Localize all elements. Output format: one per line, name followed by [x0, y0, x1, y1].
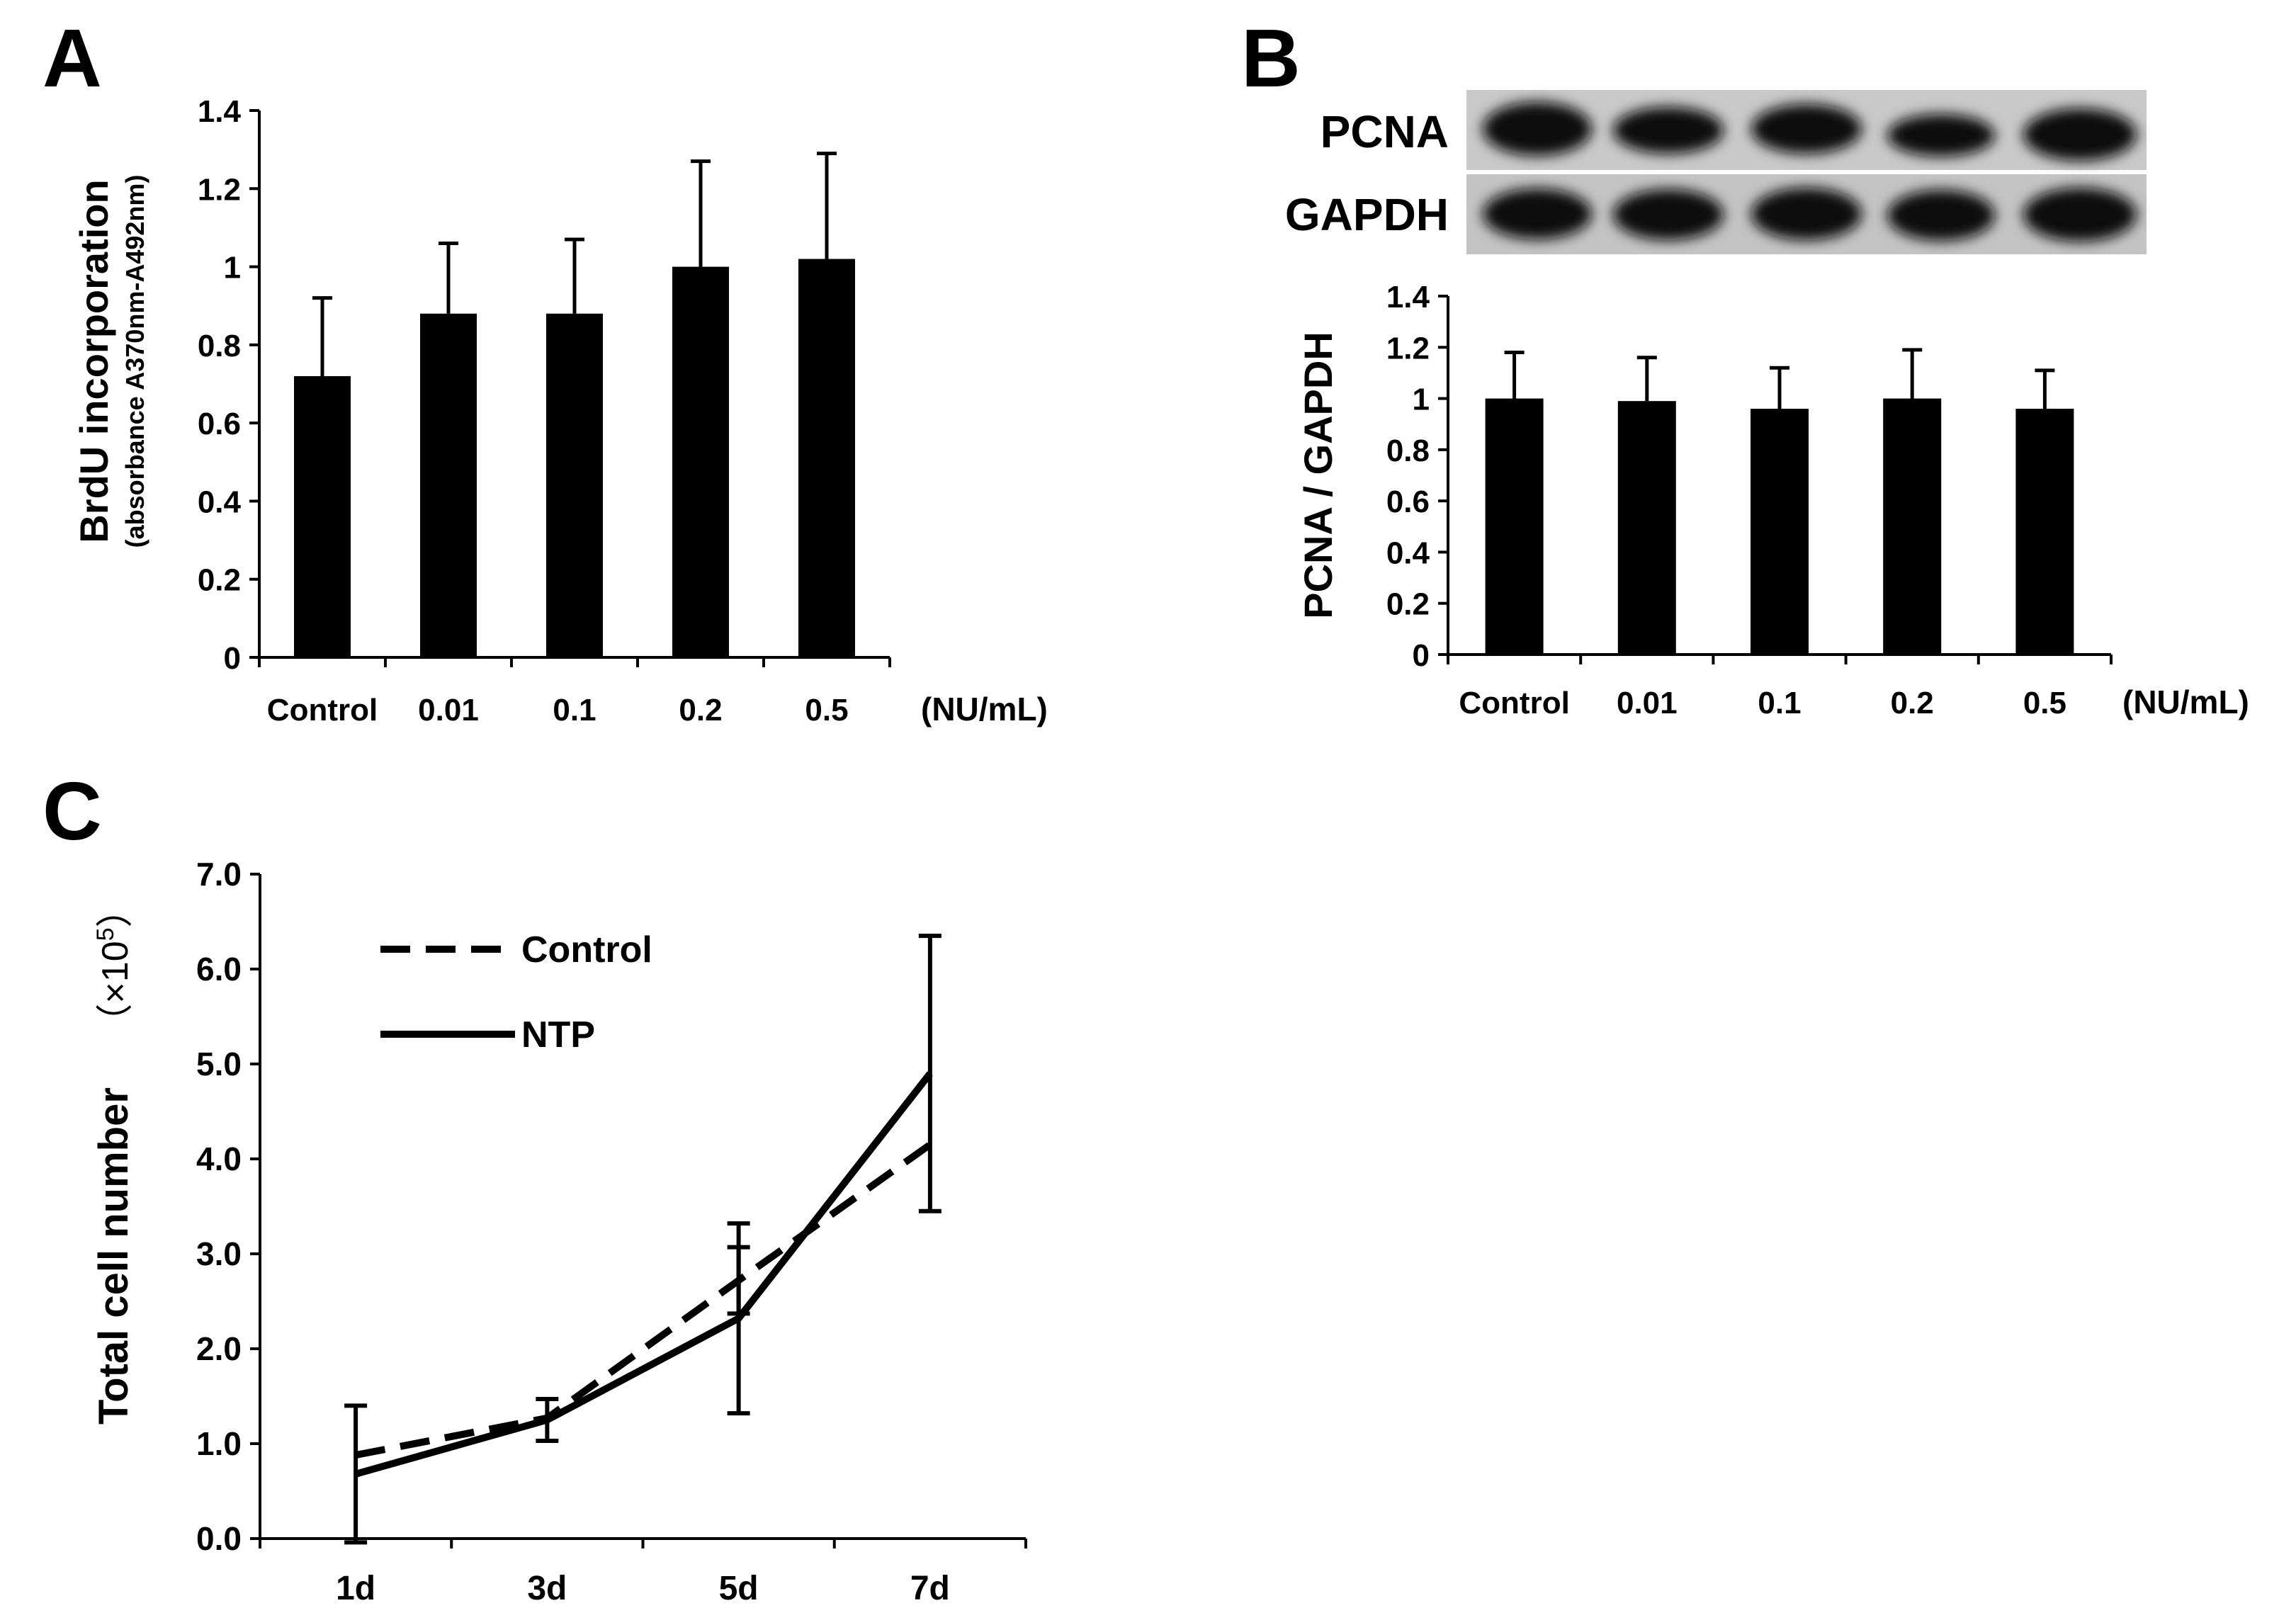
- chart-c-yunit-prefix: （×10: [95, 941, 136, 1040]
- chart-a-ylabel-sub: (absorbance A370nm-A492nm): [120, 175, 149, 548]
- chart-a-x-unit: (NU/mL): [921, 691, 1048, 727]
- chart-c-x-tick-label: 5d: [719, 1570, 759, 1607]
- chart-c-yunit-suffix: ）: [95, 890, 136, 927]
- chart-a-y-tick-label: 0.2: [198, 563, 241, 598]
- chart-c-x-tick-label: 3d: [527, 1570, 567, 1607]
- chart-c-y-tick-label: 4.0: [196, 1140, 242, 1177]
- chart-c-legend-label: Control: [521, 929, 652, 970]
- panel-c-label: C: [43, 765, 102, 857]
- chart-a: BrdU incorporation (absorbance A370nm-A4…: [72, 94, 1048, 727]
- chart-c-series-ntp-line: [354, 1071, 933, 1478]
- chart-b-y-tick-label: 0.2: [1386, 587, 1430, 622]
- chart-a-category-label: Control: [267, 693, 378, 727]
- pcna-band: [1483, 102, 1592, 156]
- chart-c-x-tick-label: 1d: [336, 1570, 375, 1607]
- chart-b: PCNA GAPDH PCNA / GAPDH (NU/mL) 0 0.2 0.4 0…: [1285, 90, 2249, 720]
- chart-c: Total cell number （×105） 0.0 1.0 2.0 3.0 4.0…: [91, 856, 1027, 1607]
- chart-c-y-tick-label: 0.0: [196, 1520, 242, 1557]
- chart-b-bar: [1617, 401, 1676, 655]
- chart-c-y-tick-label: 5.0: [196, 1046, 242, 1082]
- gapdh-band: [1483, 188, 1592, 239]
- panel-a-label: A: [43, 12, 102, 104]
- chart-b-y-tick-label: 0.4: [1386, 536, 1430, 570]
- chart-b-category-label: 0.01: [1617, 686, 1678, 720]
- chart-a-y-tick-label: 1.2: [198, 172, 241, 207]
- gapdh-band: [2023, 188, 2137, 242]
- chart-a-category-label: 0.5: [805, 693, 848, 727]
- chart-a-category-label: 0.1: [553, 693, 596, 727]
- gapdh-band: [1613, 189, 1724, 240]
- blot-label-pcna: PCNA: [1321, 106, 1449, 157]
- chart-a-category-label: 0.2: [679, 693, 722, 727]
- chart-a-y-tick-label: 0.4: [198, 485, 242, 519]
- chart-b-category-label: 0.2: [1891, 686, 1934, 720]
- chart-a-y-tick-label: 1.4: [198, 94, 242, 129]
- chart-c-yunit-exp: 5: [92, 927, 119, 941]
- pcna-band: [1887, 114, 1995, 157]
- chart-c-y-tick-label: 2.0: [196, 1330, 242, 1367]
- chart-c-yunit: （×105）: [92, 890, 136, 1040]
- panel-b-label: B: [1241, 12, 1301, 104]
- gapdh-band: [1887, 190, 1995, 241]
- chart-a-bar: [546, 313, 603, 657]
- chart-a-y-tick-label: 0.8: [198, 329, 241, 363]
- chart-b-y-tick-label: 0: [1413, 638, 1430, 673]
- chart-a-bar: [672, 266, 729, 658]
- chart-b-y-tick-label: 0.8: [1386, 434, 1430, 468]
- chart-b-y-tick-label: 0.6: [1386, 485, 1430, 519]
- blot-label-gapdh: GAPDH: [1285, 189, 1449, 240]
- chart-a-category-label: 0.01: [418, 693, 479, 727]
- chart-b-category-label: Control: [1459, 686, 1569, 720]
- chart-c-series-control-line: [355, 1141, 932, 1459]
- chart-a-y-tick-label: 1: [224, 251, 241, 285]
- chart-a-bar: [798, 259, 855, 657]
- chart-b-x-unit: (NU/mL): [2122, 684, 2249, 720]
- chart-b-y-tick-label: 1.2: [1386, 331, 1430, 366]
- chart-a-y-tick-label: 0: [224, 641, 241, 676]
- pcna-band: [1751, 104, 1862, 154]
- chart-c-y-tick-label: 7.0: [196, 856, 242, 893]
- chart-a-bar: [420, 313, 477, 657]
- chart-a-y-tick-label: 0.6: [198, 407, 241, 441]
- chart-b-category-label: 0.5: [2023, 686, 2066, 720]
- chart-b-category-label: 0.1: [1758, 686, 1801, 720]
- gapdh-band: [1751, 188, 1862, 240]
- chart-b-ylabel: PCNA / GAPDH: [1296, 332, 1340, 619]
- chart-a-bar: [294, 375, 351, 657]
- chart-b-bar: [1485, 398, 1544, 655]
- chart-b-bar: [1883, 398, 1942, 655]
- chart-c-y-tick-label: 1.0: [196, 1425, 242, 1462]
- chart-c-y-tick-label: 6.0: [196, 951, 242, 987]
- chart-b-bar: [1751, 409, 1809, 655]
- chart-a-ylabel: BrdU incorporation: [72, 179, 116, 543]
- chart-b-y-tick-label: 1: [1413, 383, 1430, 417]
- chart-c-ylabel: Total cell number: [91, 1087, 137, 1425]
- chart-b-bar: [2015, 409, 2074, 655]
- chart-b-y-tick-label: 1.4: [1386, 280, 1430, 315]
- pcna-band: [2023, 108, 2137, 161]
- chart-c-y-tick-label: 3.0: [196, 1235, 242, 1272]
- pcna-band: [1613, 107, 1724, 154]
- chart-c-x-tick-label: 7d: [910, 1570, 950, 1607]
- chart-c-legend-label: NTP: [521, 1014, 595, 1055]
